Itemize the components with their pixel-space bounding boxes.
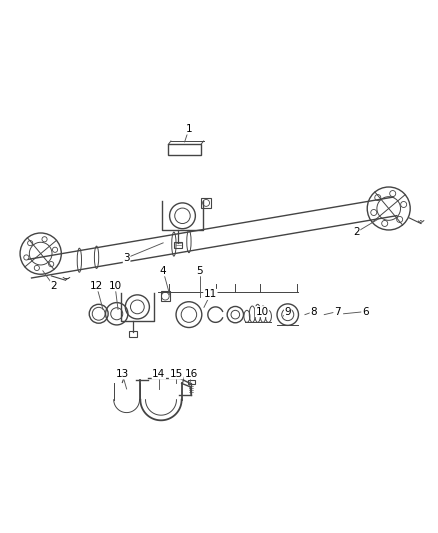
Text: 15: 15 bbox=[170, 369, 183, 379]
Text: 8: 8 bbox=[310, 306, 317, 317]
Text: 7: 7 bbox=[334, 306, 340, 317]
Bar bbox=[187, 380, 195, 384]
Bar bbox=[168, 144, 201, 155]
Text: 2: 2 bbox=[50, 281, 57, 291]
Bar bbox=[120, 369, 127, 374]
Text: 5: 5 bbox=[196, 266, 203, 276]
Text: 6: 6 bbox=[362, 306, 368, 317]
Text: 12: 12 bbox=[90, 281, 103, 291]
Bar bbox=[161, 292, 170, 301]
Text: 14: 14 bbox=[152, 369, 166, 379]
Text: 2: 2 bbox=[353, 227, 360, 237]
Text: 16: 16 bbox=[184, 369, 198, 379]
Bar bbox=[174, 243, 183, 248]
Text: 3: 3 bbox=[124, 253, 130, 263]
Text: 4: 4 bbox=[160, 266, 166, 276]
Text: 10: 10 bbox=[255, 306, 268, 317]
Bar bbox=[129, 332, 138, 336]
Bar bbox=[201, 198, 211, 208]
Text: 13: 13 bbox=[116, 369, 129, 379]
Text: 10: 10 bbox=[109, 281, 122, 291]
Text: 9: 9 bbox=[284, 306, 291, 317]
Text: 1: 1 bbox=[186, 124, 192, 134]
Text: 11: 11 bbox=[204, 289, 217, 300]
